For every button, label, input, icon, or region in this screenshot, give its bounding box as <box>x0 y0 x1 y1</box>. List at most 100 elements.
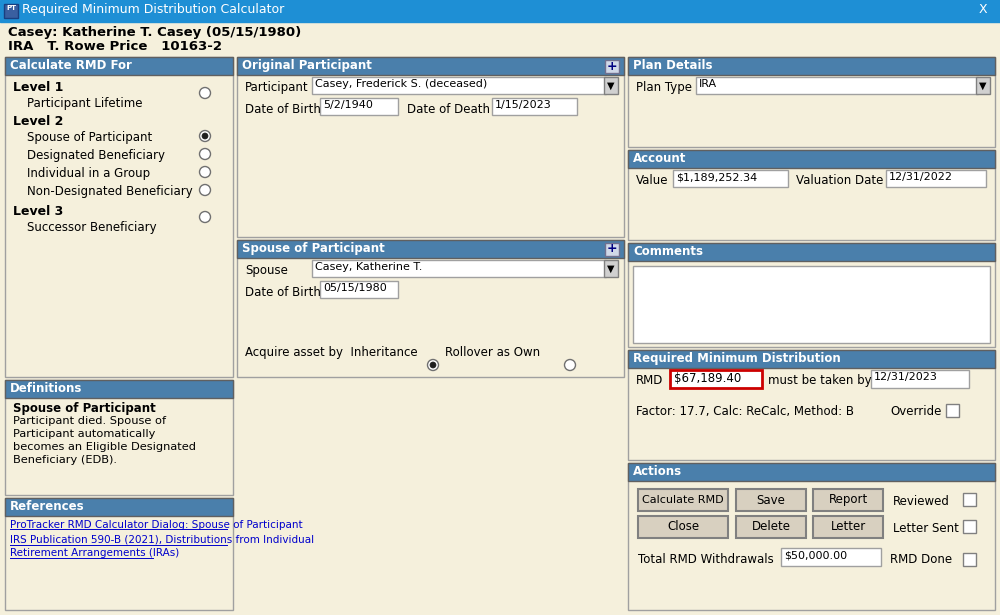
Text: Participant Lifetime: Participant Lifetime <box>27 97 143 110</box>
FancyBboxPatch shape <box>237 57 624 75</box>
FancyBboxPatch shape <box>976 77 990 94</box>
FancyBboxPatch shape <box>605 60 619 73</box>
Text: $50,000.00: $50,000.00 <box>784 550 847 560</box>
Text: IRA: IRA <box>699 79 717 89</box>
Text: Rollover as Own: Rollover as Own <box>445 346 540 359</box>
Text: Report: Report <box>828 493 868 507</box>
Text: Delete: Delete <box>752 520 790 533</box>
FancyBboxPatch shape <box>963 553 976 566</box>
Text: IRS Publication 590-B (2021), Distributions from Individual: IRS Publication 590-B (2021), Distributi… <box>10 535 314 545</box>
FancyBboxPatch shape <box>4 4 18 18</box>
Circle shape <box>200 148 210 159</box>
Text: ▼: ▼ <box>607 263 615 274</box>
Text: Participant automatically: Participant automatically <box>13 429 155 439</box>
Circle shape <box>200 87 210 98</box>
FancyBboxPatch shape <box>237 57 624 237</box>
FancyBboxPatch shape <box>5 380 233 495</box>
Text: Designated Beneficiary: Designated Beneficiary <box>27 149 165 162</box>
Text: Factor: 17.7, Calc: ReCalc, Method: B: Factor: 17.7, Calc: ReCalc, Method: B <box>636 405 854 418</box>
Text: Letter Sent: Letter Sent <box>893 522 959 535</box>
Text: Plan Type: Plan Type <box>636 81 692 94</box>
Text: +: + <box>607 60 617 73</box>
FancyBboxPatch shape <box>781 548 881 566</box>
Circle shape <box>430 362 436 368</box>
FancyBboxPatch shape <box>633 266 990 343</box>
Text: 12/31/2022: 12/31/2022 <box>889 172 953 182</box>
Text: Plan Details: Plan Details <box>633 59 712 72</box>
FancyBboxPatch shape <box>696 77 978 94</box>
Text: 5/2/1940: 5/2/1940 <box>323 100 373 110</box>
Text: Value: Value <box>636 174 668 187</box>
FancyBboxPatch shape <box>320 98 398 115</box>
Text: Spouse of Participant: Spouse of Participant <box>13 402 156 415</box>
Text: Close: Close <box>667 520 699 533</box>
FancyBboxPatch shape <box>320 281 398 298</box>
FancyBboxPatch shape <box>638 516 728 538</box>
Text: Account: Account <box>633 152 686 165</box>
Text: Valuation Date: Valuation Date <box>796 174 883 187</box>
FancyBboxPatch shape <box>736 489 806 511</box>
Text: Total RMD Withdrawals: Total RMD Withdrawals <box>638 553 774 566</box>
Text: Level 3: Level 3 <box>13 205 63 218</box>
FancyBboxPatch shape <box>492 98 577 115</box>
Text: Individual in a Group: Individual in a Group <box>27 167 150 180</box>
FancyBboxPatch shape <box>670 370 762 388</box>
FancyBboxPatch shape <box>628 57 995 147</box>
Text: Spouse of Participant: Spouse of Participant <box>27 131 152 144</box>
FancyBboxPatch shape <box>628 150 995 240</box>
Text: RMD: RMD <box>636 374 663 387</box>
FancyBboxPatch shape <box>963 493 976 506</box>
Text: ▼: ▼ <box>607 81 615 90</box>
FancyBboxPatch shape <box>628 463 995 481</box>
FancyBboxPatch shape <box>628 350 995 368</box>
FancyBboxPatch shape <box>628 150 995 168</box>
FancyBboxPatch shape <box>5 57 233 75</box>
Text: Date of Birth: Date of Birth <box>245 103 321 116</box>
FancyBboxPatch shape <box>638 489 728 511</box>
FancyBboxPatch shape <box>5 57 233 377</box>
Text: PT: PT <box>6 5 16 11</box>
Circle shape <box>200 167 210 178</box>
Text: Level 2: Level 2 <box>13 115 63 128</box>
Circle shape <box>202 133 208 139</box>
Text: Participant died. Spouse of: Participant died. Spouse of <box>13 416 166 426</box>
FancyBboxPatch shape <box>736 516 806 538</box>
Text: Beneficiary (EDB).: Beneficiary (EDB). <box>13 455 117 465</box>
Text: References: References <box>10 500 85 513</box>
Text: Level 1: Level 1 <box>13 81 63 94</box>
FancyBboxPatch shape <box>886 170 986 187</box>
FancyBboxPatch shape <box>628 350 995 460</box>
FancyBboxPatch shape <box>312 260 606 277</box>
Text: Participant: Participant <box>245 81 309 94</box>
Circle shape <box>428 360 438 370</box>
Text: Spouse of Participant: Spouse of Participant <box>242 242 385 255</box>
Text: 05/15/1980: 05/15/1980 <box>323 283 387 293</box>
FancyBboxPatch shape <box>628 243 995 261</box>
FancyBboxPatch shape <box>5 498 233 516</box>
FancyBboxPatch shape <box>237 240 624 258</box>
Text: becomes an Eligible Designated: becomes an Eligible Designated <box>13 442 196 452</box>
FancyBboxPatch shape <box>5 380 233 398</box>
Circle shape <box>200 184 210 196</box>
Text: 1/15/2023: 1/15/2023 <box>495 100 552 110</box>
Text: Required Minimum Distribution Calculator: Required Minimum Distribution Calculator <box>22 3 284 16</box>
Text: $67,189.40: $67,189.40 <box>674 372 741 385</box>
FancyBboxPatch shape <box>673 170 788 187</box>
FancyBboxPatch shape <box>605 243 619 256</box>
Text: Comments: Comments <box>633 245 703 258</box>
Circle shape <box>200 212 210 223</box>
Text: Casey, Katherine T.: Casey, Katherine T. <box>315 262 422 272</box>
Circle shape <box>200 130 210 141</box>
FancyBboxPatch shape <box>0 22 1000 615</box>
Text: RMD Done: RMD Done <box>890 553 952 566</box>
Text: Casey: Katherine T. Casey (05/15/1980): Casey: Katherine T. Casey (05/15/1980) <box>8 26 301 39</box>
Text: Spouse: Spouse <box>245 264 288 277</box>
Text: Save: Save <box>757 493 785 507</box>
Text: X: X <box>979 3 987 16</box>
Text: Acquire asset by  Inheritance: Acquire asset by Inheritance <box>245 346 418 359</box>
FancyBboxPatch shape <box>312 77 606 94</box>
Text: Non-Designated Beneficiary: Non-Designated Beneficiary <box>27 185 193 198</box>
Text: +: + <box>607 242 617 255</box>
Circle shape <box>564 360 576 370</box>
Text: Required Minimum Distribution: Required Minimum Distribution <box>633 352 841 365</box>
